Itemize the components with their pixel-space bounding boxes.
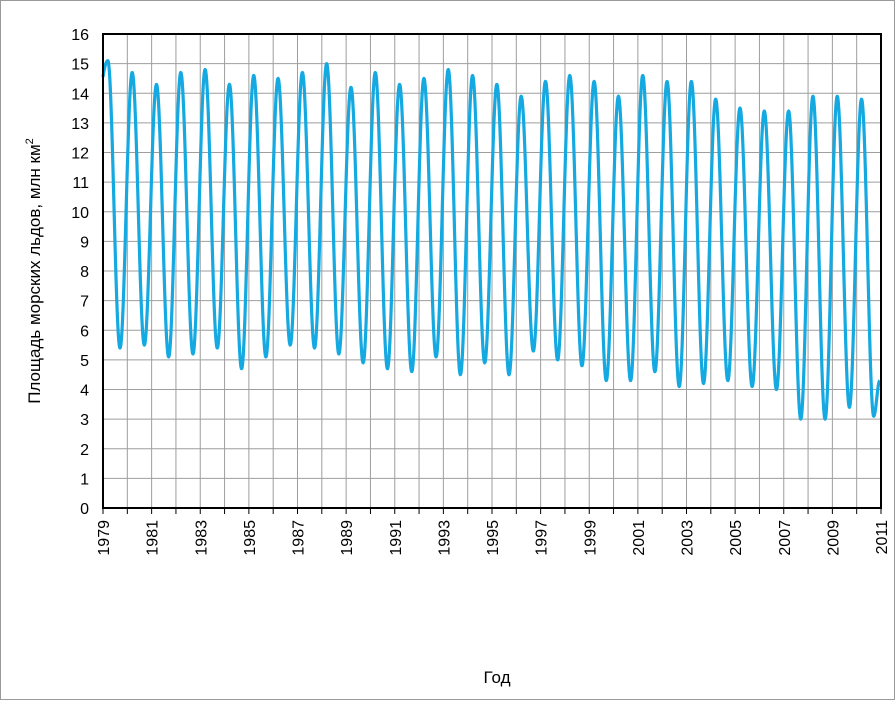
x-tick-label: 1995 [485, 520, 502, 556]
y-tick-label: 11 [72, 175, 89, 192]
y-tick-label: 8 [80, 264, 89, 281]
y-tick-label: 2 [80, 442, 89, 459]
y-tick-label: 4 [80, 383, 89, 400]
y-tick-label: 0 [80, 501, 89, 518]
y-tick-label: 6 [80, 323, 89, 340]
y-tick-label: 13 [71, 116, 89, 133]
y-tick-label: 3 [80, 412, 89, 429]
grid-lines [103, 34, 881, 508]
x-tick-label: 1983 [193, 520, 210, 556]
y-tick-label: 16 [71, 27, 89, 44]
x-tick-label: 2003 [680, 520, 697, 556]
x-tick-label: 2007 [777, 520, 794, 556]
y-tick-label: 7 [80, 294, 89, 311]
x-tick-label: 1979 [96, 520, 113, 556]
x-tick-label: 1993 [436, 520, 453, 556]
x-tick-label: 2001 [631, 520, 648, 556]
y-tick-label: 9 [80, 234, 89, 251]
y-tick-label: 10 [71, 205, 89, 222]
x-tick-label: 1999 [582, 520, 599, 556]
x-tick-label: 1997 [534, 520, 551, 556]
plot-frame [102, 33, 882, 509]
y-tick-label: 12 [71, 146, 89, 163]
x-tick-label: 1991 [388, 520, 405, 556]
x-axis-title: Год [483, 668, 510, 687]
y-axis-title-superscript: 2 [24, 138, 36, 144]
y-axis-title-text: Площадь морских льдов, млн км [25, 144, 44, 403]
y-tick-label: 15 [71, 57, 89, 74]
y-tick-label: 14 [71, 86, 89, 103]
x-tick-label: 2011 [874, 520, 891, 555]
y-tick-label: 5 [80, 353, 89, 370]
x-tick-label: 1981 [145, 520, 162, 556]
x-axis-tick-labels: 1979 1981 1983 1985 1987 1989 1991 1993 1995 1997… [96, 520, 891, 556]
x-tick-label: 1985 [242, 520, 259, 556]
y-axis-title: Площадь морских льдов, млн км2 [24, 138, 44, 404]
x-tick-label: 2005 [728, 520, 745, 556]
x-tick-label: 2009 [825, 520, 842, 556]
x-tick-label: 1987 [291, 520, 308, 556]
x-tick-label: 1989 [339, 520, 356, 556]
y-tick-label: 1 [80, 471, 89, 488]
series-line [101, 59, 882, 421]
